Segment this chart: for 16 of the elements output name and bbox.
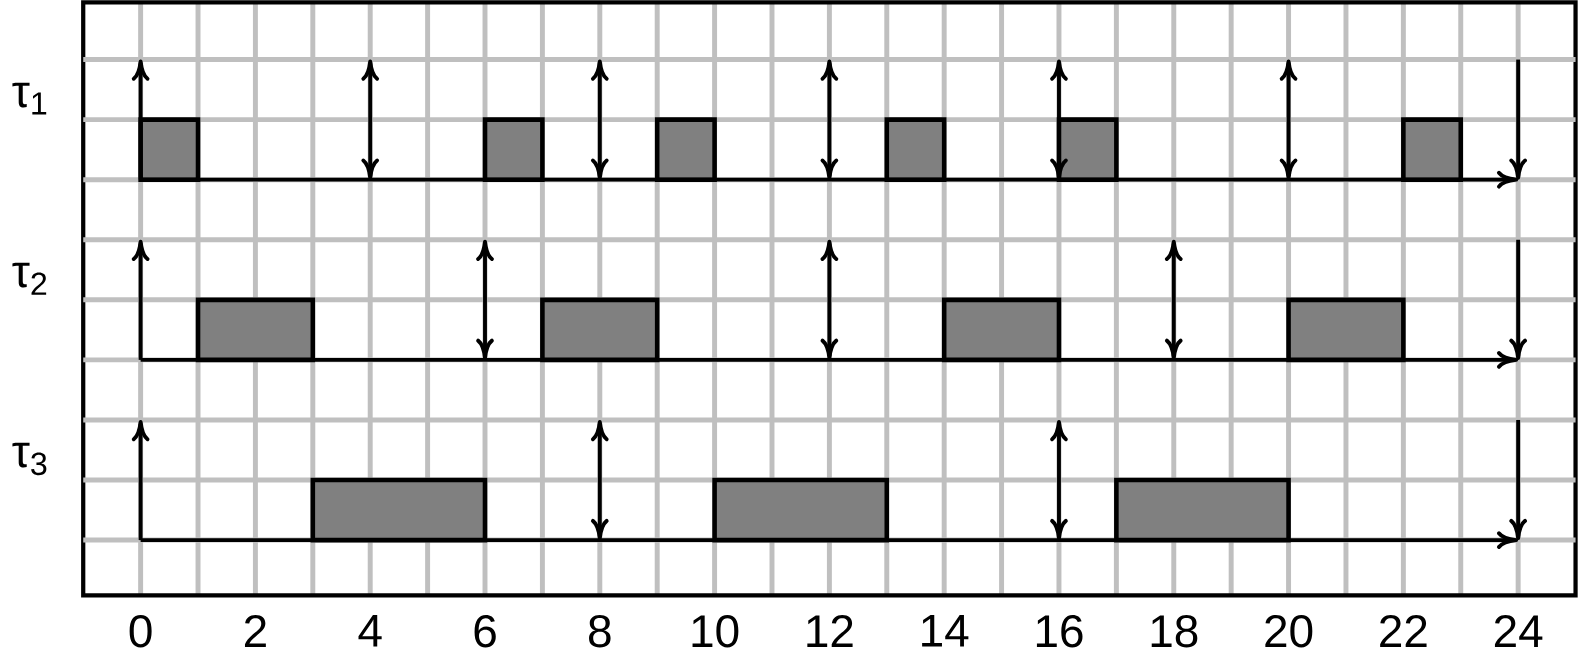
x-tick-label: 4 bbox=[358, 614, 382, 647]
x-tick-label: 18 bbox=[1151, 614, 1198, 648]
x-tick-label: 20 bbox=[1265, 614, 1313, 648]
x-tick-label: 8 bbox=[589, 614, 611, 648]
x-tick-label: 0 bbox=[129, 614, 152, 648]
y-tick-label: τ$_{2}$ bbox=[12, 262, 47, 295]
y-tick-label: τ$_{3}$ bbox=[12, 442, 47, 476]
x-tick-label: 14 bbox=[922, 614, 969, 647]
x-tick-label: 24 bbox=[1494, 614, 1543, 647]
x-tick-label: 2 bbox=[244, 614, 266, 647]
y-tick-label: τ$_{1}$ bbox=[12, 82, 47, 115]
x-tick-label: 10 bbox=[692, 614, 739, 648]
x-tick-label: 16 bbox=[1036, 614, 1083, 648]
x-tick-label: 22 bbox=[1380, 614, 1427, 647]
x-tick-label: 6 bbox=[474, 614, 496, 648]
x-tick-label: 12 bbox=[807, 614, 853, 647]
